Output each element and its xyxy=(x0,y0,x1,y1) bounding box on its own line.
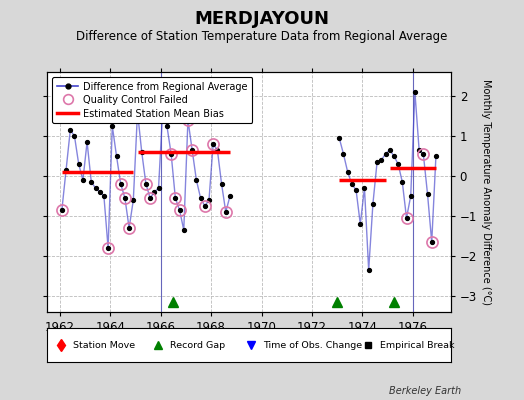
Text: Record Gap: Record Gap xyxy=(170,340,225,350)
Text: Berkeley Earth: Berkeley Earth xyxy=(389,386,461,396)
Text: MERDJAYOUN: MERDJAYOUN xyxy=(194,10,330,28)
Legend: Difference from Regional Average, Quality Control Failed, Estimated Station Mean: Difference from Regional Average, Qualit… xyxy=(52,77,253,123)
Text: Station Move: Station Move xyxy=(73,340,136,350)
Text: Time of Obs. Change: Time of Obs. Change xyxy=(263,340,362,350)
Text: Difference of Station Temperature Data from Regional Average: Difference of Station Temperature Data f… xyxy=(77,30,447,43)
Text: Empirical Break: Empirical Break xyxy=(380,340,454,350)
Y-axis label: Monthly Temperature Anomaly Difference (°C): Monthly Temperature Anomaly Difference (… xyxy=(481,79,491,305)
